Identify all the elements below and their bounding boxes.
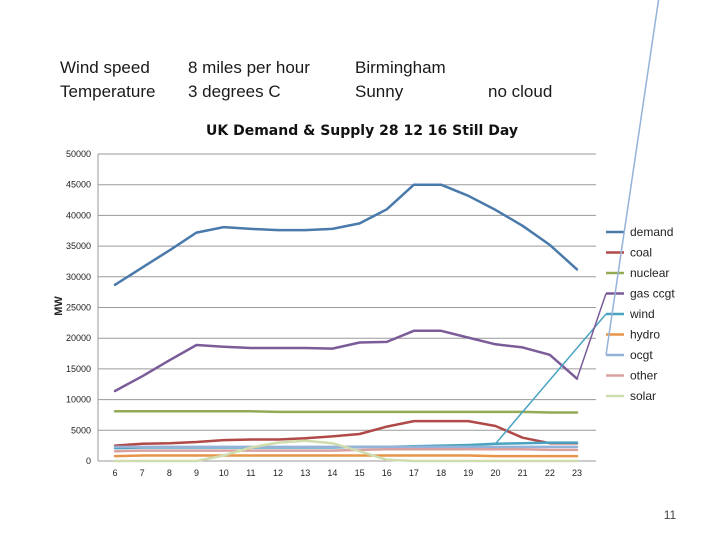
x-tick-label: 21 <box>518 468 528 478</box>
y-tick-label: 10000 <box>66 395 91 405</box>
legend-label-other: other <box>630 369 657 383</box>
x-tick-label: 11 <box>246 468 255 478</box>
gridlines <box>97 153 596 462</box>
legend: demand coal nuclear gas ccgt wind hydro ocgt ot… <box>494 0 675 445</box>
legend-label-demand: demand <box>630 225 673 239</box>
info-value-column: 8 miles per hour 3 degrees C <box>188 56 310 104</box>
location-value: Birmingham <box>355 58 446 77</box>
y-tick-label: 15000 <box>66 364 91 374</box>
info-place-column: Birmingham Sunny <box>355 56 446 104</box>
series-line-gas-ccgt <box>113 329 579 393</box>
x-tick-label: 12 <box>273 468 283 478</box>
x-tick-label: 18 <box>436 468 446 478</box>
y-tick-label: 40000 <box>66 210 91 220</box>
series-line-demand <box>113 183 579 287</box>
series-lines <box>113 183 579 463</box>
y-tick-label: 0 <box>86 456 91 466</box>
series-line-coal <box>113 419 579 447</box>
wind-speed-label: Wind speed <box>60 58 150 77</box>
x-tick-label: 23 <box>572 468 582 478</box>
x-tick-label: 17 <box>409 468 419 478</box>
cloud-value: no cloud <box>488 82 553 101</box>
chart-title: UK Demand & Supply 28 12 16 Still Day <box>206 123 518 139</box>
legend-label-wind: wind <box>629 307 655 321</box>
legend-leader-ocgt <box>605 0 660 356</box>
x-tick-label: 19 <box>463 468 473 478</box>
y-tick-label: 30000 <box>66 272 91 282</box>
legend-label-ocgt: ocgt <box>630 348 653 362</box>
x-tick-label: 9 <box>194 468 199 478</box>
weather-value: Sunny <box>355 82 404 101</box>
y-tick-labels: 0 5000 10000 15000 20000 25000 30000 35000 40000… <box>66 149 91 466</box>
x-tick-label: 10 <box>219 468 229 478</box>
x-tick-label: 15 <box>355 468 365 478</box>
y-axis-label: MW <box>53 296 65 316</box>
x-tick-label: 6 <box>112 468 117 478</box>
series-line-other <box>113 448 579 453</box>
legend-leader-gas-ccgt <box>576 293 607 379</box>
info-label-column: Wind speed Temperature <box>60 56 155 104</box>
legend-leader-wind <box>494 313 607 445</box>
x-tick-label: 22 <box>545 468 555 478</box>
y-tick-label: 45000 <box>66 180 91 190</box>
x-tick-label: 16 <box>382 468 392 478</box>
series-line-hydro <box>113 454 579 458</box>
x-tick-labels: 6 7 8 9 10 11 12 13 14 15 16 17 18 19 20 21 22 23 <box>112 468 582 478</box>
legend-label-gas-ccgt: gas ccgt <box>630 287 675 301</box>
x-tick-label: 8 <box>167 468 172 478</box>
x-tick-label: 7 <box>140 468 145 478</box>
legend-label-nuclear: nuclear <box>630 266 669 280</box>
y-tick-label: 35000 <box>66 241 91 251</box>
legend-label-coal: coal <box>630 246 652 260</box>
legend-label-hydro: hydro <box>630 328 660 342</box>
y-tick-label: 50000 <box>66 149 91 159</box>
series-line-nuclear <box>113 410 579 414</box>
y-tick-label: 20000 <box>66 333 91 343</box>
series-line-solar <box>113 439 579 463</box>
x-tick-label: 14 <box>327 468 337 478</box>
wind-speed-value: 8 miles per hour <box>188 58 310 77</box>
temperature-value: 3 degrees C <box>188 82 281 101</box>
temperature-label: Temperature <box>60 82 156 101</box>
y-tick-label: 25000 <box>66 303 91 313</box>
x-tick-label: 20 <box>490 468 500 478</box>
page-number: 11 <box>663 508 677 522</box>
legend-label-solar: solar <box>630 389 656 403</box>
y-tick-label: 5000 <box>71 425 91 435</box>
x-tick-label: 13 <box>300 468 310 478</box>
